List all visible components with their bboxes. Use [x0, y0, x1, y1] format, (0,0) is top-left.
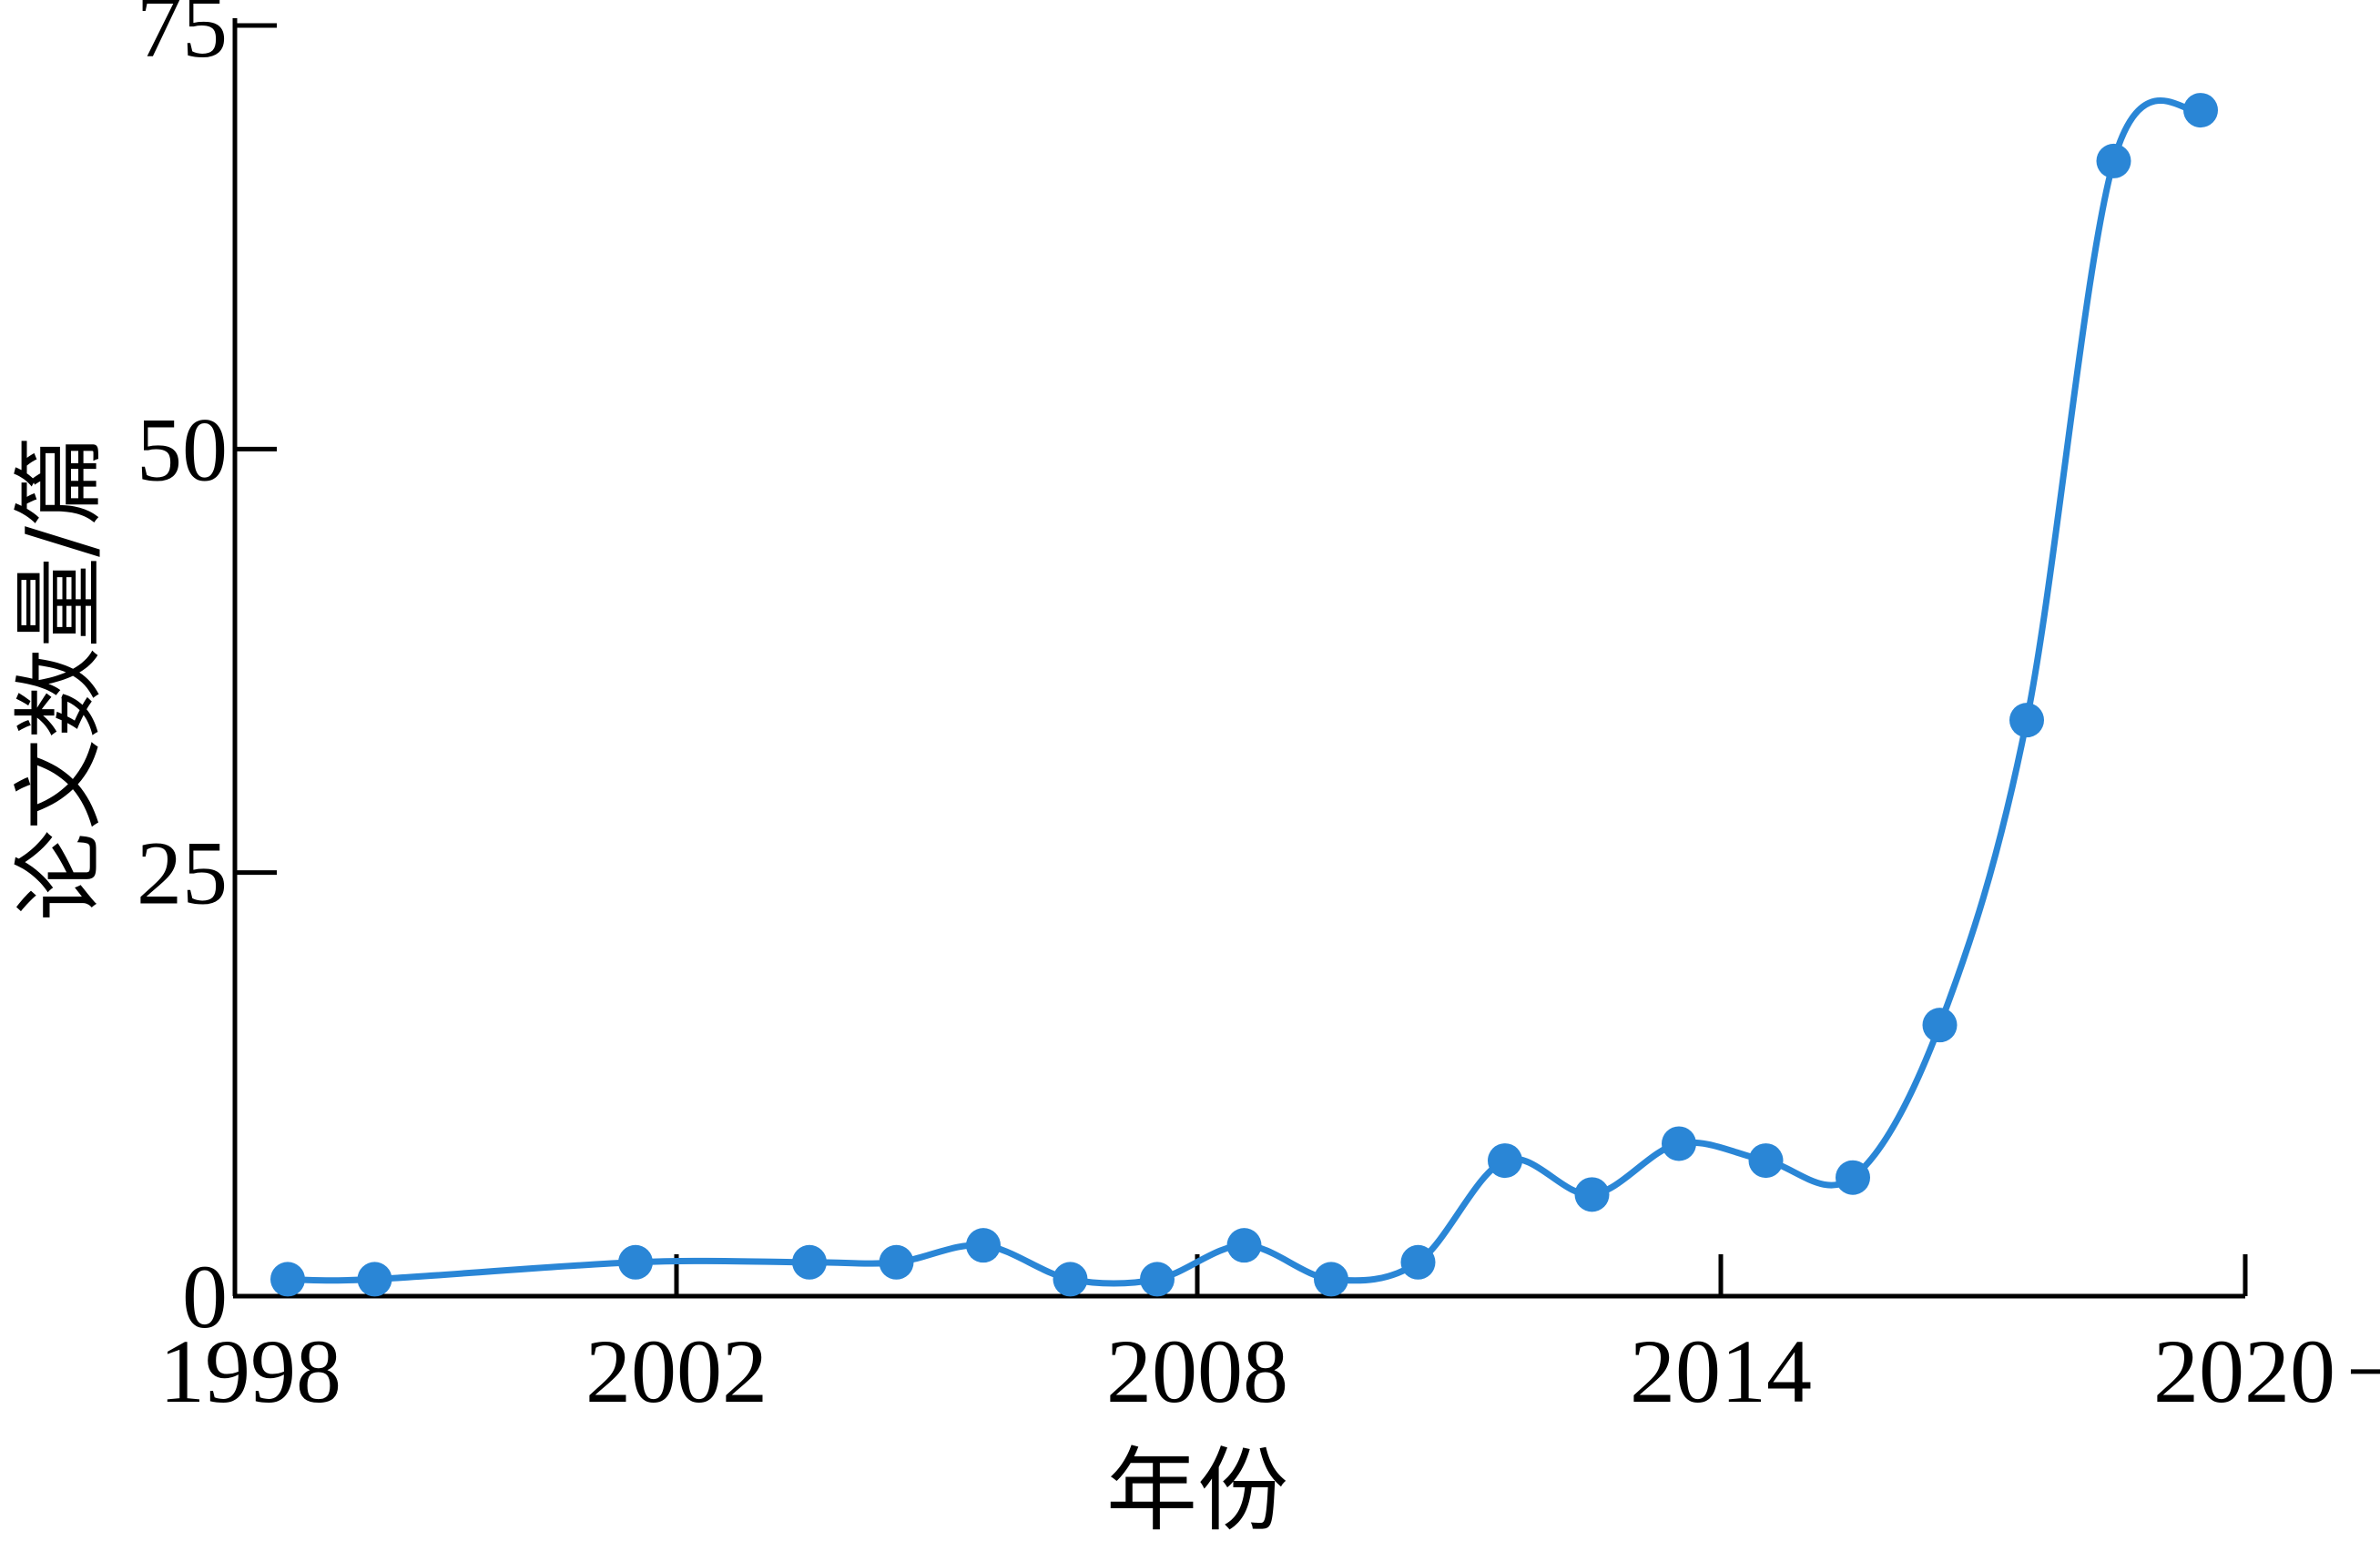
data-point: [1836, 1160, 1870, 1195]
y-tick-label: 25: [137, 823, 228, 924]
data-point: [966, 1228, 1001, 1263]
data-point: [2183, 93, 2218, 128]
x-tick-label: 2002: [585, 1321, 768, 1422]
data-point: [618, 1244, 653, 1280]
data-point: [1400, 1244, 1436, 1280]
y-ticks: 0 25 50 75: [137, 0, 277, 1347]
x-ticks: 1998 2002 2008 2014 2020 −01: [159, 1254, 2380, 1422]
data-point: [1140, 1262, 1175, 1297]
x-tick-label-suffix: −01: [2346, 1321, 2380, 1422]
x-tick-label: 2008: [1106, 1321, 1288, 1422]
data-point: [1053, 1262, 1088, 1297]
data-point: [1922, 1008, 1958, 1043]
data-point: [1226, 1228, 1262, 1263]
x-tick-label: 2020: [2153, 1321, 2335, 1422]
data-point: [357, 1262, 392, 1297]
series-group: [270, 93, 2218, 1297]
x-tick-label: 2014: [1630, 1321, 1812, 1422]
data-point: [1574, 1177, 1610, 1212]
data-point: [2096, 143, 2131, 178]
data-point: [1314, 1262, 1348, 1297]
y-tick-label: 75: [137, 0, 228, 76]
data-point: [1488, 1143, 1522, 1179]
series-line: [284, 97, 2204, 1287]
y-tick-label: 0: [182, 1246, 228, 1347]
y-axis-title: 论文数量/篇: [6, 435, 113, 921]
x-tick-label: 1998: [159, 1321, 341, 1422]
data-point: [1662, 1126, 1696, 1161]
data-point: [792, 1244, 827, 1280]
x-axis-title: 年份: [1106, 1437, 1288, 1541]
y-tick-label: 50: [137, 399, 228, 500]
data-point: [270, 1262, 305, 1297]
data-point: [1748, 1143, 1784, 1179]
data-point: [2009, 703, 2044, 738]
data-point: [879, 1244, 914, 1280]
